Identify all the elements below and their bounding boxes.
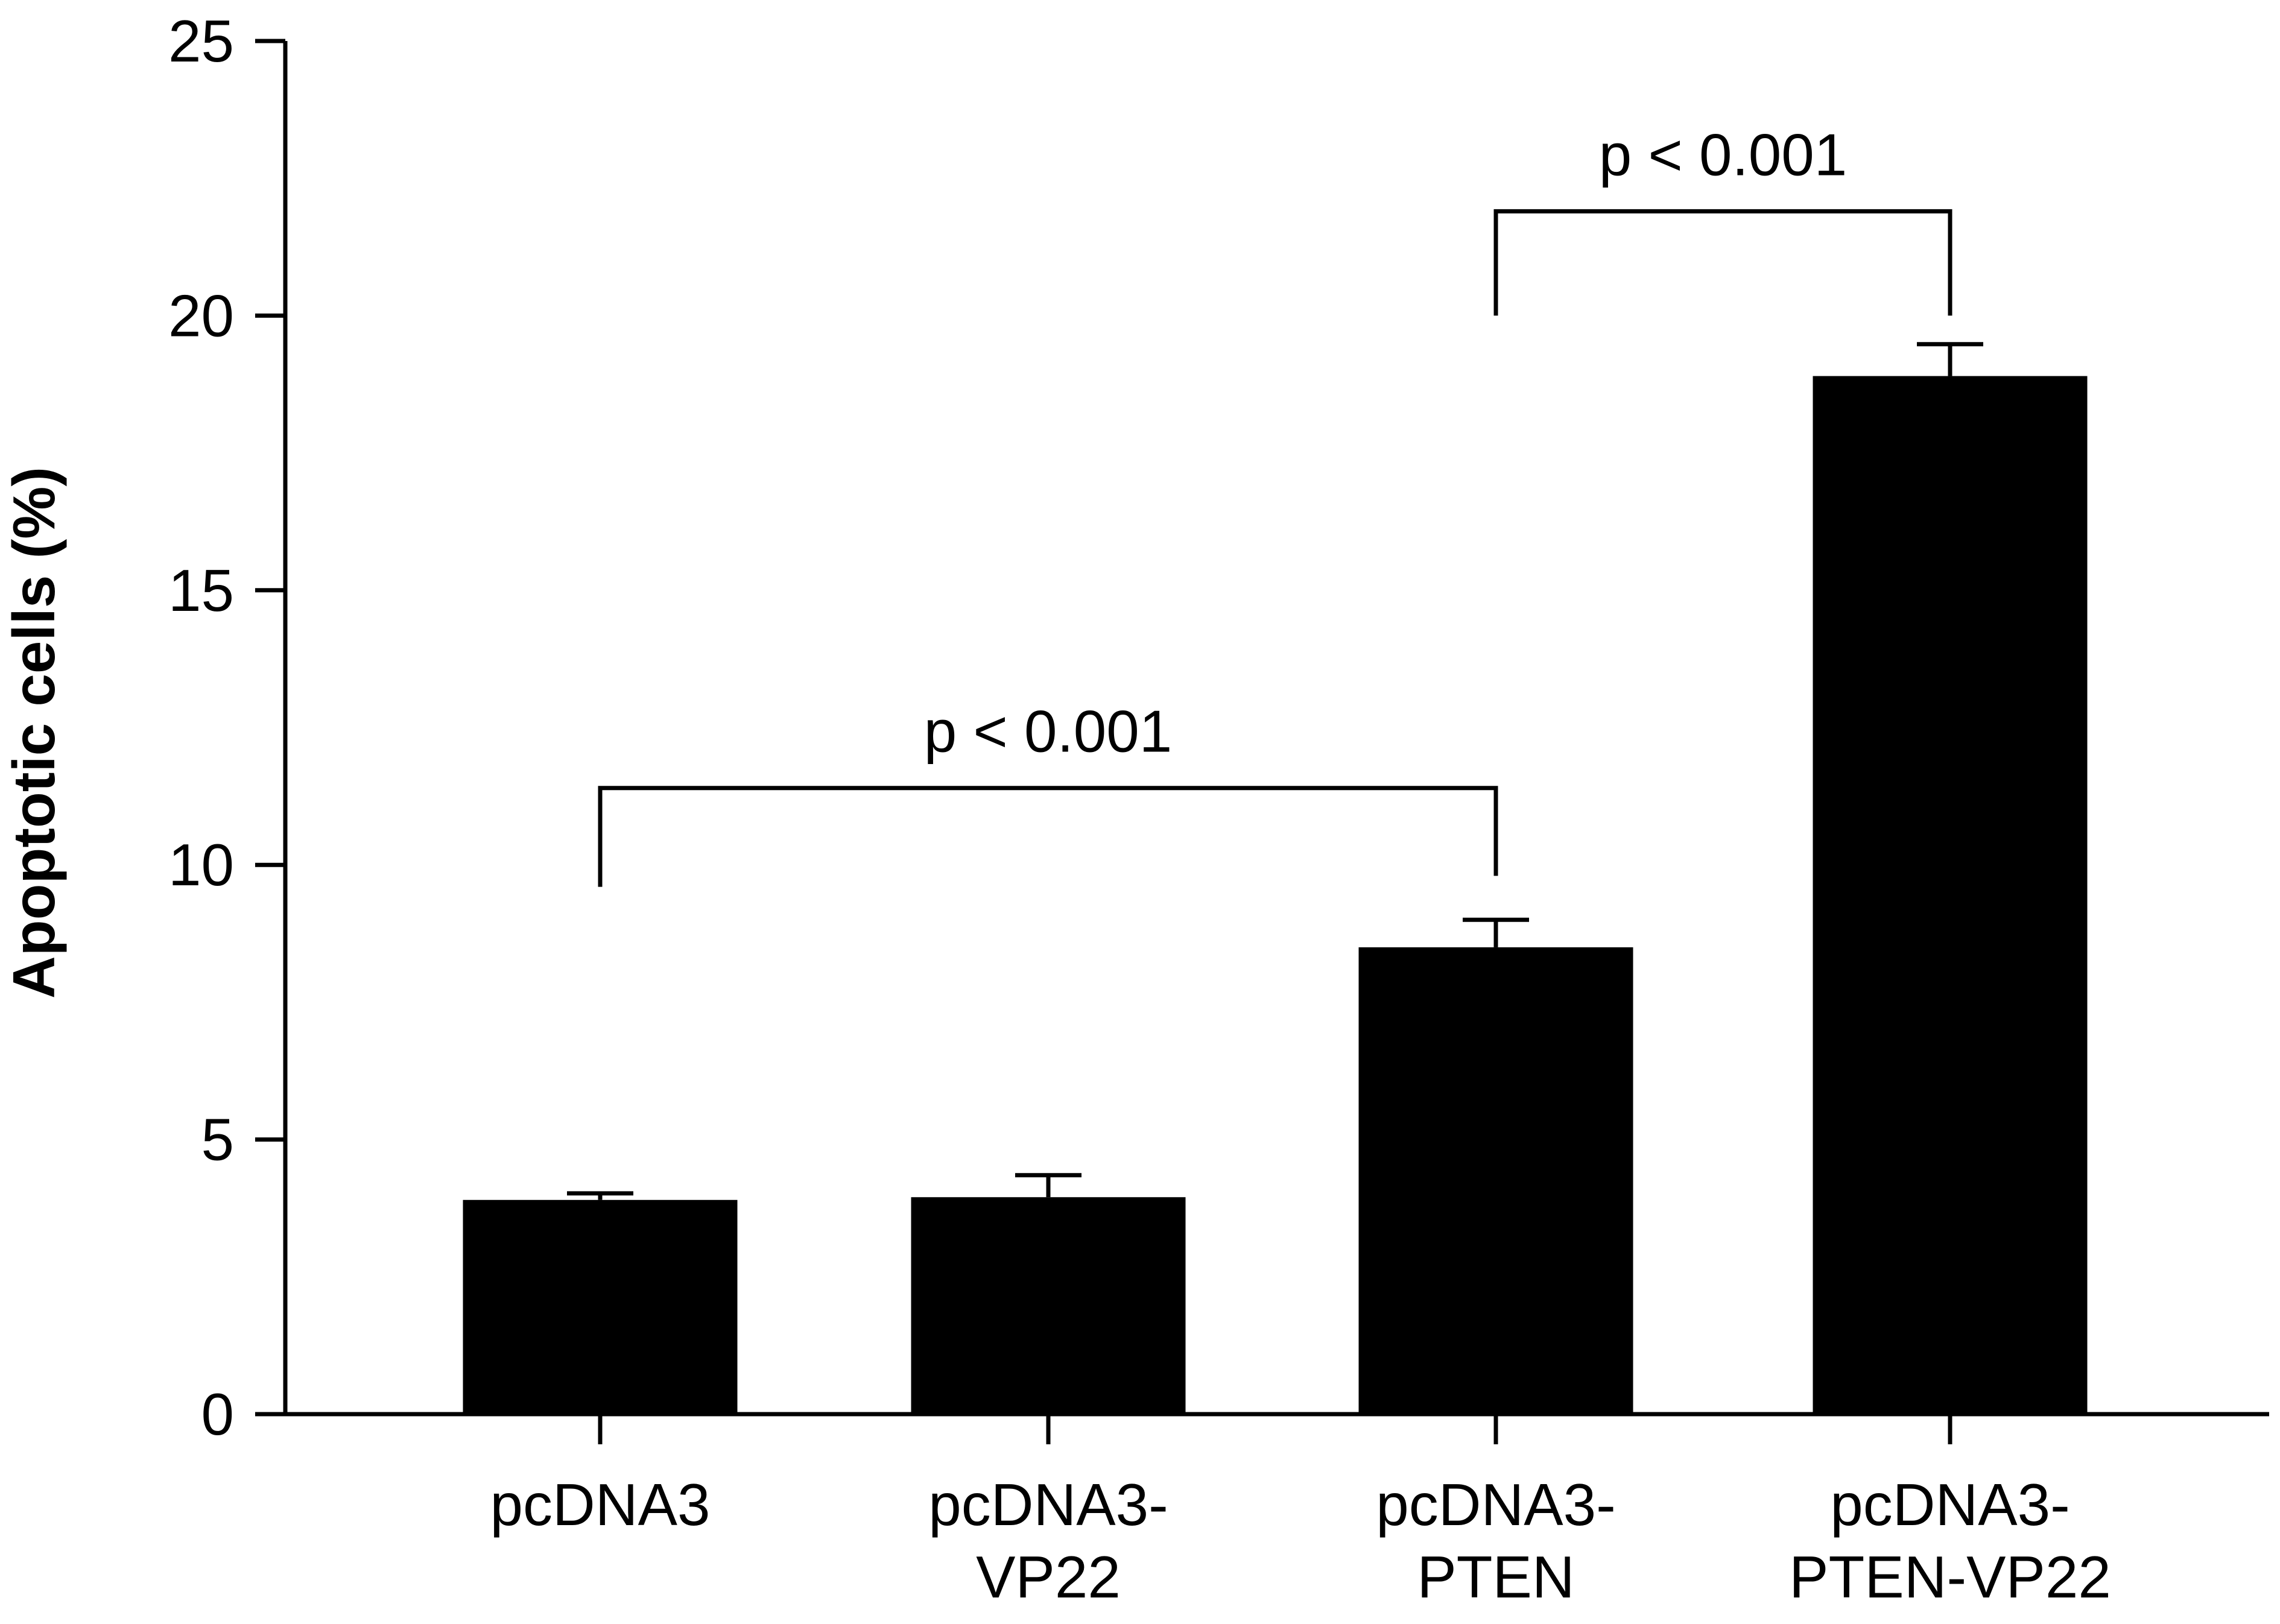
x-tick-label: pcDNA3- xyxy=(1376,1471,1616,1538)
significance-annotations: p < 0.001 p < 0.001 xyxy=(598,121,1952,887)
significance-bracket xyxy=(1493,209,1952,316)
y-tick-label: 25 xyxy=(168,8,234,74)
x-tick-label: pcDNA3- xyxy=(928,1471,1168,1538)
x-tick-label: PTEN xyxy=(1417,1544,1574,1610)
x-tick-label: pcDNA3 xyxy=(490,1471,711,1538)
bar xyxy=(911,1197,1186,1414)
y-tick-label: 20 xyxy=(168,282,234,349)
x-tick-label: pcDNA3- xyxy=(1830,1471,2070,1538)
y-tick-label: 5 xyxy=(201,1107,234,1173)
significance-label: p < 0.001 xyxy=(924,698,1172,765)
x-tick-label: PTEN-VP22 xyxy=(1789,1544,2111,1610)
y-axis-label: Apoptotic cells (%) xyxy=(1,467,67,999)
significance-bracket xyxy=(598,786,1498,887)
bar xyxy=(463,1199,738,1414)
significance-label: p < 0.001 xyxy=(1599,121,1847,188)
bar xyxy=(1813,376,2088,1414)
bar xyxy=(1358,947,1633,1414)
x-tick-label: VP22 xyxy=(976,1544,1121,1610)
y-tick-label: 15 xyxy=(168,557,234,624)
bars xyxy=(463,342,2088,1414)
y-tick-label: 0 xyxy=(201,1381,234,1447)
y-tick-label: 10 xyxy=(168,832,234,898)
